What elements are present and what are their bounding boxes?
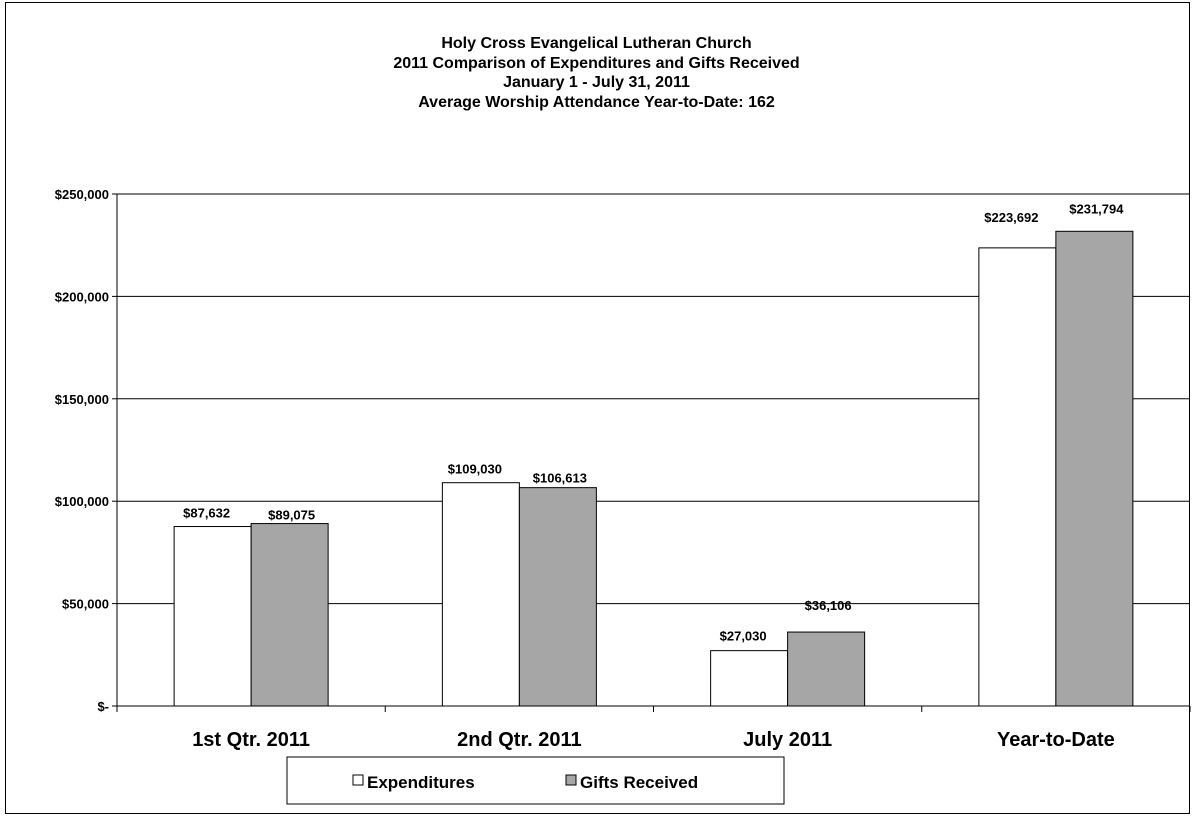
legend: Expenditures Gifts Received xyxy=(286,756,785,805)
title-line-3: January 1 - July 31, 2011 xyxy=(503,74,690,91)
bar-expenditures xyxy=(441,482,520,707)
bar-gifts-received xyxy=(518,487,597,707)
legend-swatch-expenditures xyxy=(352,774,364,786)
x-tick-label: July 2011 xyxy=(743,729,832,751)
data-label: $89,075 xyxy=(268,508,315,523)
legend-label-expenditures: Expenditures xyxy=(367,773,475,792)
data-label: $36,106 xyxy=(805,598,852,613)
title-line-4: Average Worship Attendance Year-to-Date:… xyxy=(418,93,775,111)
x-tick-label: 1st Qtr. 2011 xyxy=(192,729,310,751)
legend-swatch-gifts-received xyxy=(565,774,577,786)
y-tick-label: $150,000 xyxy=(55,392,109,407)
data-label: $27,030 xyxy=(720,629,767,644)
x-tick-label: Year-to-Date xyxy=(997,729,1115,751)
bar-gifts-received xyxy=(787,631,866,707)
data-label: $106,613 xyxy=(533,471,587,486)
y-axis-ticks: $- $50,000 $100,000 $150,000 $200,000 $250,00… xyxy=(55,187,117,714)
bar-expenditures xyxy=(978,247,1057,707)
title-line-2: 2011 Comparison of Expenditures and Gift… xyxy=(393,54,800,72)
bar-expenditures xyxy=(173,526,252,707)
y-tick-label: $50,000 xyxy=(62,597,109,612)
y-tick-label: $100,000 xyxy=(55,494,109,509)
y-tick-label: $200,000 xyxy=(55,289,109,304)
bar-gifts-received xyxy=(1055,230,1134,707)
y-tick-label: $250,000 xyxy=(55,187,109,202)
title-line-1: Holy Cross Evangelical Lutheran Church xyxy=(441,35,752,52)
legend-label-gifts-received: Gifts Received xyxy=(580,773,698,792)
data-label: $223,692 xyxy=(984,210,1038,225)
data-label: $109,030 xyxy=(448,462,502,477)
x-tick-label: 2nd Qtr. 2011 xyxy=(457,729,582,751)
bar-expenditures xyxy=(710,650,789,707)
bars xyxy=(173,230,1134,707)
data-labels: $87,632 $89,075 $109,030 $106,613 $27,030 $36… xyxy=(183,201,1124,643)
data-label: $231,794 xyxy=(1069,201,1124,216)
x-axis: 1st Qtr. 2011 2nd Qtr. 2011 July 2011 Year-… xyxy=(116,194,1191,751)
data-label: $87,632 xyxy=(183,506,230,521)
legend-box xyxy=(286,756,785,805)
bar-gifts-received xyxy=(250,523,329,707)
chart-title: Holy Cross Evangelical Lutheran Church 2… xyxy=(0,34,1193,112)
y-tick-label: $- xyxy=(97,699,109,714)
